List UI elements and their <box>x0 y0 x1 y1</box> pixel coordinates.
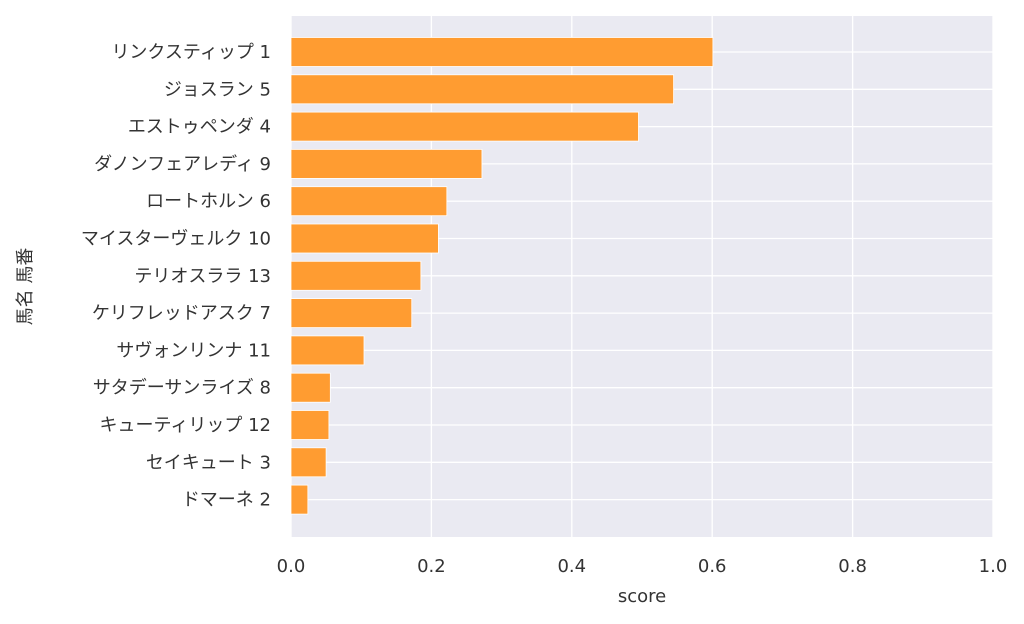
bar <box>290 223 439 254</box>
x-tick-label: 0.2 <box>417 556 446 577</box>
bar <box>290 335 365 366</box>
y-tick-label: サタデーサンライズ 8 <box>93 378 271 399</box>
y-tick-label: ドマーネ 2 <box>182 490 271 511</box>
x-tick-label: 0.4 <box>557 556 586 577</box>
bar <box>290 410 330 440</box>
bar <box>290 186 448 217</box>
bar <box>290 298 413 329</box>
bar <box>290 484 309 515</box>
x-tick-labels: 0.0 0.2 0.4 0.6 0.8 1.0 <box>277 556 1008 577</box>
y-tick-label: ケリフレッドアスク 7 <box>92 303 271 324</box>
y-tick-labels: リンクスティップ 1 ジョスラン 5 エストゥペンダ 4 ダノンフェアレディ 9 ロート… <box>81 42 271 511</box>
y-tick-label: ロートホルン 6 <box>146 191 271 212</box>
y-tick-label: ジョスラン 5 <box>164 79 271 100</box>
bar <box>290 111 639 142</box>
bar <box>290 372 331 403</box>
y-tick-label: マイスターヴェルク 10 <box>81 229 271 250</box>
bar <box>290 260 422 291</box>
y-tick-label: キューティリップ 12 <box>99 415 271 436</box>
bar <box>290 37 714 67</box>
bars <box>290 37 714 515</box>
x-tick-label: 0.8 <box>838 556 867 577</box>
y-tick-label: エストゥペンダ 4 <box>128 117 271 138</box>
y-tick-label: セイキュート 3 <box>146 452 271 473</box>
y-tick-label: リンクスティップ 1 <box>111 42 271 63</box>
y-axis-label: 馬名 馬番 <box>15 248 36 326</box>
x-tick-label: 0.6 <box>698 556 727 577</box>
x-tick-label: 1.0 <box>979 556 1008 577</box>
bar <box>290 447 327 478</box>
y-tick-label: サヴォンリンナ 11 <box>116 340 271 361</box>
x-axis-label: score <box>618 586 666 607</box>
y-tick-label: テリオスララ 13 <box>134 266 271 287</box>
y-tick-label: ダノンフェアレディ 9 <box>94 154 271 175</box>
bar <box>290 74 674 105</box>
bar <box>290 148 483 179</box>
x-tick-label: 0.0 <box>277 556 306 577</box>
